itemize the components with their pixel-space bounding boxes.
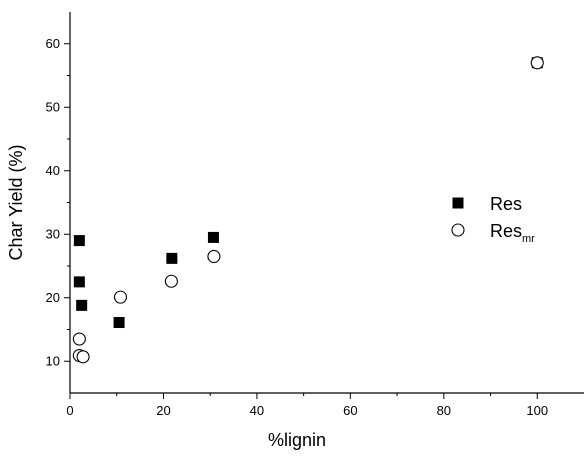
x-tick-label: 40 xyxy=(250,403,264,418)
res-point xyxy=(73,235,85,247)
res-point xyxy=(207,231,219,243)
y-tick-label: 30 xyxy=(46,226,60,241)
res-point xyxy=(76,299,88,311)
res-point xyxy=(113,317,125,329)
res-point xyxy=(166,252,178,264)
data-points xyxy=(72,56,544,364)
res-mr-point xyxy=(164,274,178,288)
res-mr-point xyxy=(76,350,90,364)
res-mr-point xyxy=(113,290,128,304)
x-axis-title: %lignin xyxy=(268,430,326,450)
res-mr-point xyxy=(72,332,86,346)
x-tick-label: 0 xyxy=(66,403,73,418)
y-ticks: 10 20 30 40 50 60 xyxy=(46,36,70,368)
y-axis-title: Char Yield (%) xyxy=(6,144,26,260)
x-tick-label: 100 xyxy=(526,403,548,418)
x-ticks: 0 20 40 60 80 100 xyxy=(66,393,548,418)
res-mr-point xyxy=(530,56,544,70)
legend-marker xyxy=(451,223,465,237)
x-tick-label: 80 xyxy=(437,403,451,418)
y-tick-label: 10 xyxy=(46,353,60,368)
y-tick-label: 50 xyxy=(46,99,60,114)
y-tick-label: 20 xyxy=(46,290,60,305)
x-tick-label: 20 xyxy=(156,403,170,418)
x-tick-label: 60 xyxy=(343,403,357,418)
legend-label: Resmr xyxy=(490,221,535,245)
res-point xyxy=(73,276,85,288)
y-tick-label: 40 xyxy=(46,163,60,178)
legend: Res Resmr xyxy=(451,194,535,245)
legend-label-subscript: mr xyxy=(522,233,535,245)
legend-marker xyxy=(452,197,464,209)
legend-label: Res xyxy=(490,194,522,214)
y-tick-label: 60 xyxy=(46,36,60,51)
res-mr-point xyxy=(207,249,221,264)
